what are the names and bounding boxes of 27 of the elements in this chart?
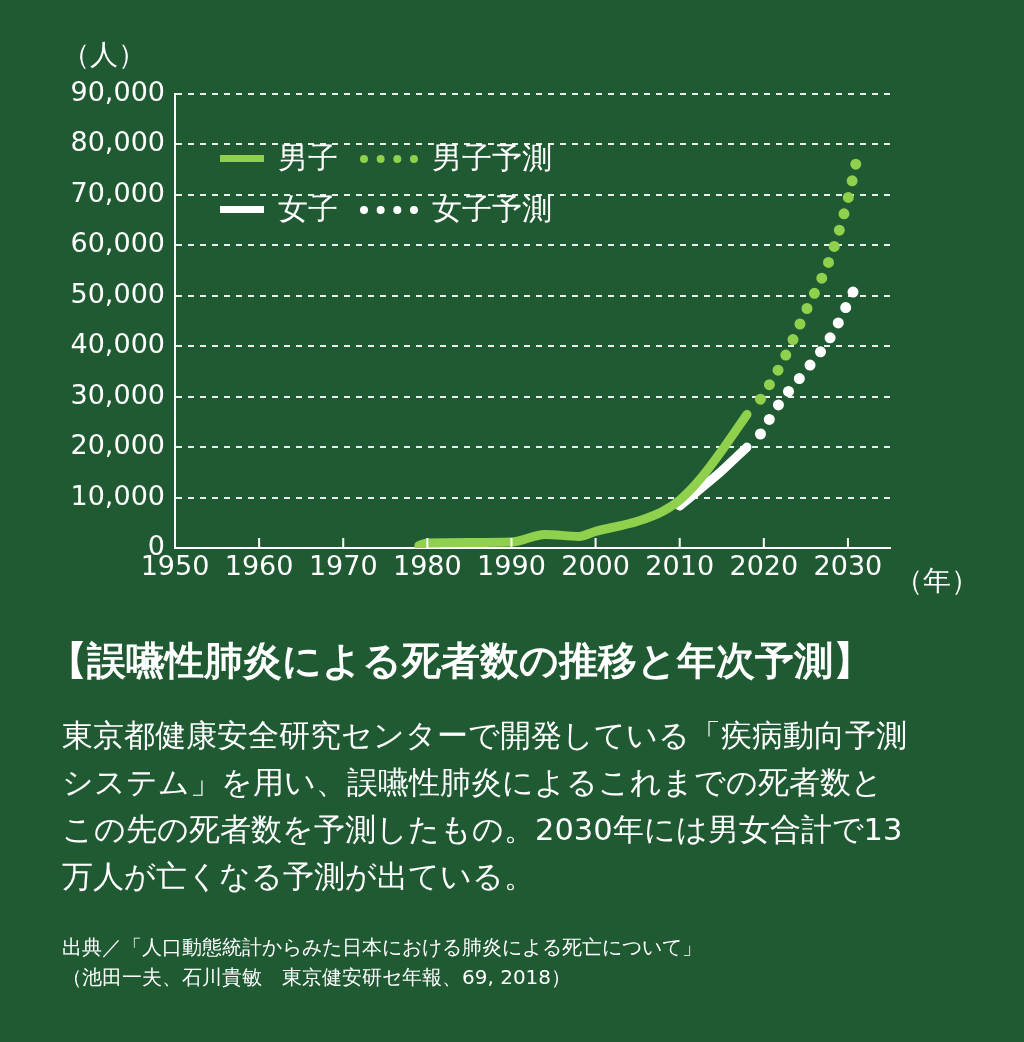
y-tick-label: 70,000 — [70, 176, 165, 208]
x-tick-label: 1970 — [308, 550, 378, 582]
y-tick-label: 10,000 — [70, 479, 165, 511]
x-axis-title: （年） — [895, 563, 979, 599]
x-tick-label: 2020 — [729, 550, 799, 582]
y-axis-title: （人） — [62, 37, 146, 73]
legend-label: 男子予測 — [432, 139, 552, 177]
y-tick-label: 80,000 — [70, 126, 165, 158]
legend-label: 女子 — [278, 190, 338, 228]
x-tick-label: 2000 — [561, 550, 630, 582]
source-note: 出典／「人口動態統計からみた日本における肺炎による死亡について」 — [62, 934, 702, 961]
text: 【誤嚥性肺炎による死者数の推移と年次予測】 — [48, 637, 872, 685]
text: 東京都健康安全研究センターで開発している「疾病動向予測システム」を用い、誤嚥性肺炎によるこれまでの死者数とこの先の死者数を予測したもの。2030年には男女合計で13万人が亡くなる予測が出ている。 — [62, 717, 908, 896]
y-tick-label: 20,000 — [70, 429, 165, 461]
text: （池田一夫、石川貴敏 東京健安研セ年報、69, 2018） — [62, 964, 573, 991]
legend-label: 女子予測 — [432, 190, 552, 228]
y-tick-label: 40,000 — [70, 328, 165, 360]
x-tick-label: 1960 — [224, 550, 294, 582]
y-tick-label: 90,000 — [70, 76, 165, 108]
y-tick-label: 60,000 — [70, 227, 165, 259]
y-tick-label: 30,000 — [70, 378, 165, 410]
legend-label: 男子 — [278, 139, 338, 177]
x-tick-label: 2030 — [813, 550, 883, 582]
x-tick-label: 1990 — [477, 550, 546, 582]
x-tick-label: 2010 — [645, 550, 715, 582]
y-tick-label: 50,000 — [70, 277, 165, 309]
x-tick-label: 1980 — [392, 550, 462, 582]
